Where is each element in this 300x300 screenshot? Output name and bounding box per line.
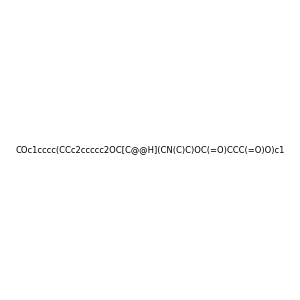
Text: COc1cccc(CCc2ccccc2OC[C@@H](CN(C)C)OC(=O)CCC(=O)O)c1: COc1cccc(CCc2ccccc2OC[C@@H](CN(C)C)OC(=O… xyxy=(15,146,285,154)
